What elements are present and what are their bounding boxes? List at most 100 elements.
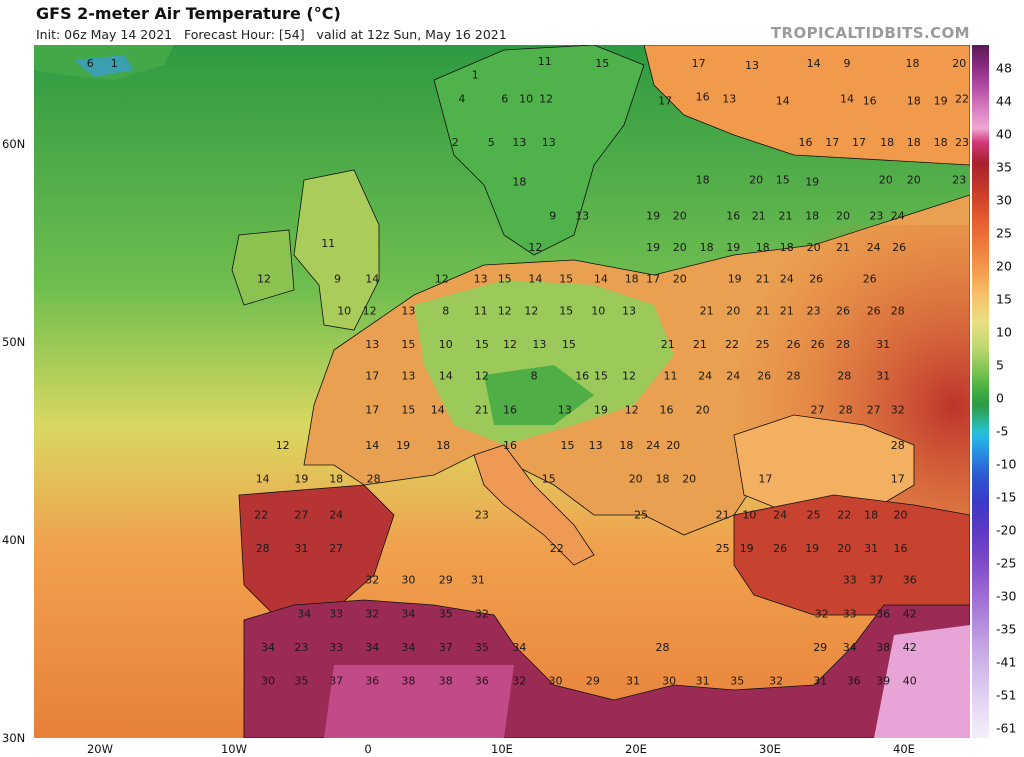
colorbar-label: -10 — [996, 456, 1017, 472]
temperature-value: 18 — [625, 273, 639, 286]
temperature-value: 15 — [542, 473, 556, 486]
temperature-value: 20 — [749, 174, 763, 187]
temperature-value: 19 — [594, 403, 608, 416]
temperature-value: 2 — [452, 136, 459, 149]
lat-label-40n: 40N — [2, 533, 26, 547]
temperature-value: 13 — [745, 59, 759, 72]
lat-label-30n: 30N — [2, 731, 26, 745]
temperature-value: 18 — [700, 241, 714, 254]
temperature-value: 14 — [365, 439, 379, 452]
temperature-value: 34 — [843, 641, 857, 654]
temperature-value: 39 — [876, 675, 890, 688]
temperature-value: 13 — [532, 338, 546, 351]
colorbar-label: -15 — [996, 489, 1017, 505]
lon-label-40e: 40E — [893, 742, 915, 756]
temperature-value: 38 — [876, 641, 890, 654]
lon-label-30e: 30E — [759, 742, 781, 756]
temperature-value: 15 — [561, 439, 575, 452]
colorbar-label: 5 — [996, 357, 1004, 373]
temperature-value: 13 — [365, 338, 379, 351]
temperature-value: 17 — [658, 94, 672, 107]
temperature-value: 32 — [512, 675, 526, 688]
temperature-value: 24 — [867, 241, 881, 254]
colorbar-label: -30 — [996, 588, 1017, 604]
temperature-value: 18 — [864, 508, 878, 521]
temperature-value: 24 — [773, 508, 787, 521]
temperature-value: 20 — [673, 209, 687, 222]
temperature-value: 34 — [261, 641, 275, 654]
temperature-value: 14 — [807, 57, 821, 70]
temperature-value: 20 — [894, 508, 908, 521]
temperature-value: 21 — [700, 304, 714, 317]
temperature-value: 21 — [756, 304, 770, 317]
temperature-value: 17 — [758, 473, 772, 486]
temperature-value: 10 — [337, 304, 351, 317]
temperature-value: 11 — [474, 304, 488, 317]
temperature-value: 22 — [550, 542, 564, 555]
temperature-value: 10 — [519, 93, 533, 106]
temperature-value: 6 — [87, 57, 94, 70]
temperature-value: 16 — [863, 94, 877, 107]
temperature-value: 13 — [575, 209, 589, 222]
temperature-value: 20 — [696, 403, 710, 416]
temperature-value: 14 — [840, 93, 854, 106]
temperature-value: 13 — [474, 273, 488, 286]
temperature-value: 21 — [475, 403, 489, 416]
temperature-value: 24 — [698, 370, 712, 383]
temperature-value: 15 — [401, 403, 415, 416]
colorbar-label: -5 — [996, 423, 1009, 439]
temperature-value: 29 — [439, 574, 453, 587]
temperature-value: 35 — [475, 641, 489, 654]
temperature-value: 31 — [626, 675, 640, 688]
temperature-value: 19 — [805, 542, 819, 555]
temperature-value: 17 — [365, 403, 379, 416]
lon-label-20e: 20E — [625, 742, 647, 756]
temperature-value: 32 — [891, 403, 905, 416]
temperature-value: 14 — [256, 473, 270, 486]
temperature-value: 15 — [776, 174, 790, 187]
temperature-value: 1 — [111, 57, 118, 70]
temperature-value: 26 — [836, 304, 850, 317]
temperature-value: 12 — [475, 370, 489, 383]
temperature-value: 23 — [807, 304, 821, 317]
temperature-value: 18 — [907, 136, 921, 149]
temperature-value: 15 — [401, 338, 415, 351]
turkey-landmass — [733, 494, 970, 616]
temperature-value: 36 — [903, 574, 917, 587]
temperature-value: 15 — [559, 273, 573, 286]
temperature-value: 4 — [458, 93, 465, 106]
temperature-value: 12 — [363, 304, 377, 317]
temperature-value: 26 — [863, 273, 877, 286]
temperature-value: 26 — [867, 304, 881, 317]
temperature-value: 9 — [549, 209, 556, 222]
temperature-value: 18 — [619, 439, 633, 452]
temperature-value: 16 — [894, 542, 908, 555]
temperature-value: 20 — [952, 57, 966, 70]
temperature-value: 31 — [471, 574, 485, 587]
lon-label-0: 0 — [364, 742, 372, 756]
temperature-value: 24 — [329, 508, 343, 521]
temperature-value: 32 — [769, 675, 783, 688]
temperature-value: 26 — [809, 273, 823, 286]
temperature-value: 8 — [442, 304, 449, 317]
temperature-value: 27 — [811, 403, 825, 416]
temperature-value: 38 — [401, 675, 415, 688]
temperature-value: 9 — [844, 57, 851, 70]
temperature-value: 24 — [780, 273, 794, 286]
temperature-value: 29 — [813, 641, 827, 654]
temperature-value: 29 — [586, 675, 600, 688]
temperature-value: 13 — [512, 136, 526, 149]
colorbar-label: 35 — [996, 159, 1012, 175]
temperature-value: 20 — [879, 174, 893, 187]
temperature-value: 23 — [294, 641, 308, 654]
temperature-value: 33 — [843, 607, 857, 620]
temperature-value: 36 — [475, 675, 489, 688]
temperature-value: 14 — [431, 403, 445, 416]
temperature-value: 20 — [836, 209, 850, 222]
temperature-value: 8 — [531, 370, 538, 383]
temperature-value: 13 — [558, 403, 572, 416]
temperature-value: 16 — [503, 439, 517, 452]
colorbar-label: 20 — [996, 258, 1012, 274]
temperature-value: 35 — [294, 675, 308, 688]
temperature-value: 13 — [401, 370, 415, 383]
